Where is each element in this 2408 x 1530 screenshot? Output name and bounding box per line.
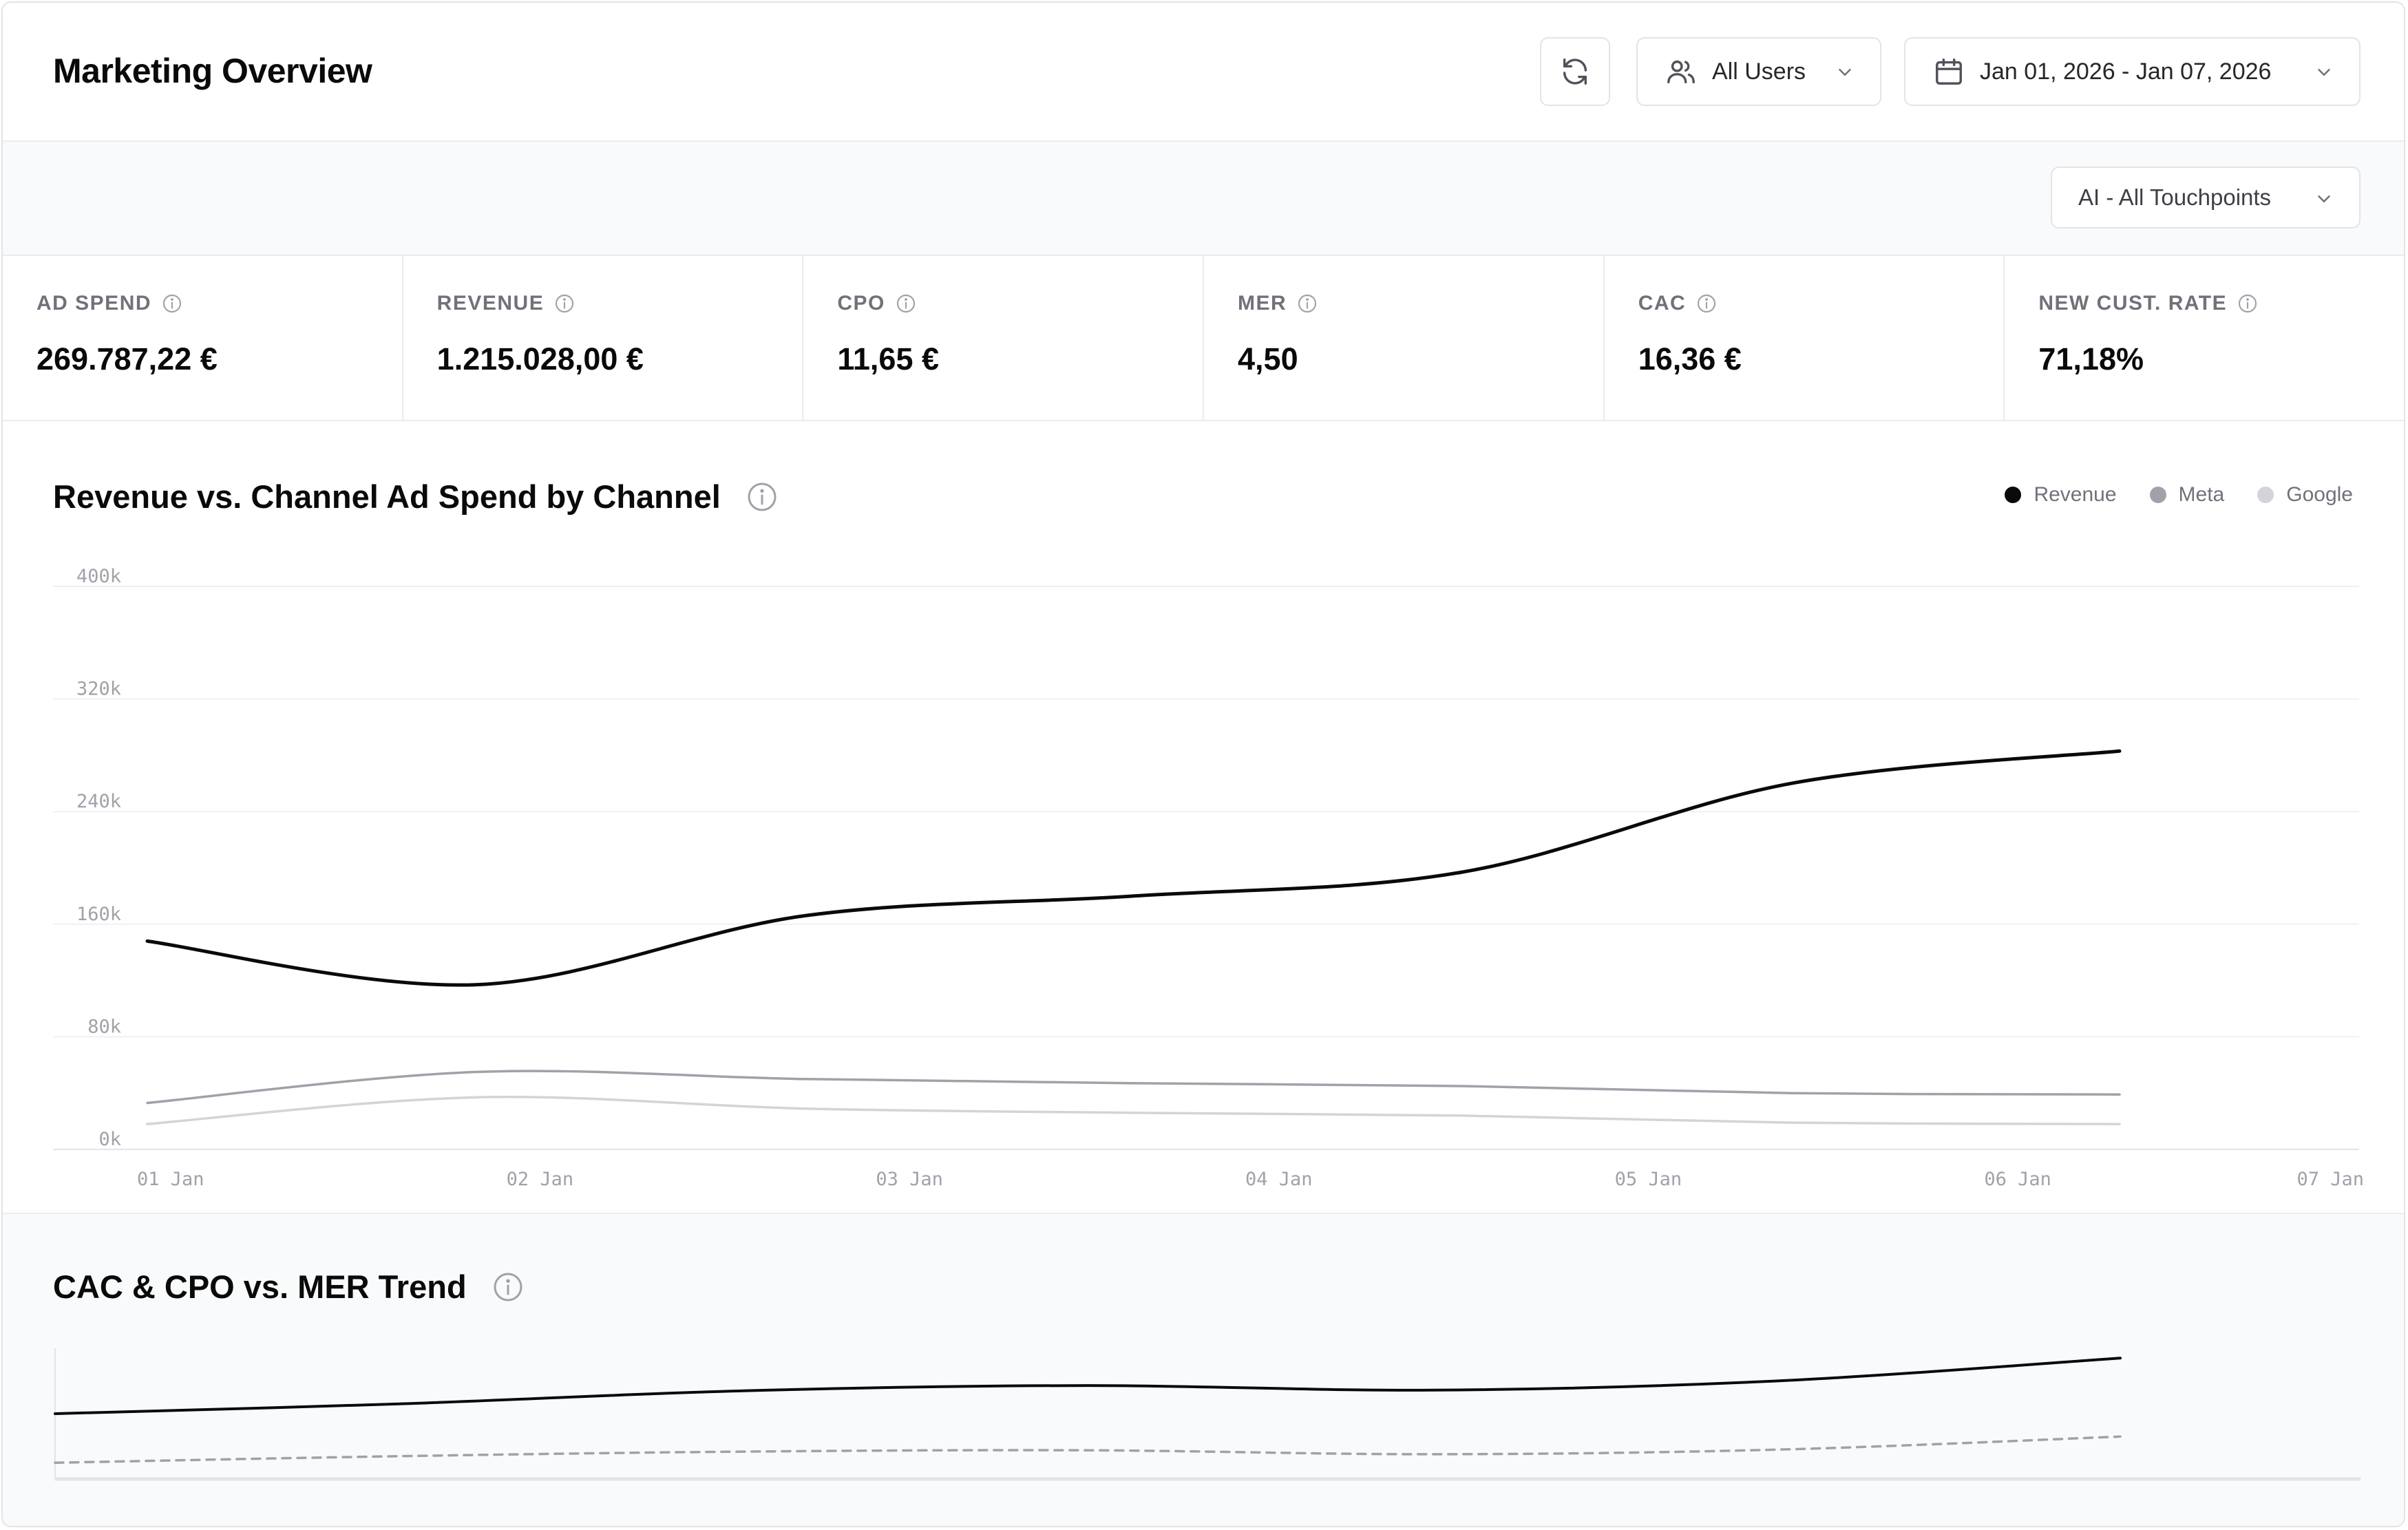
- info-icon[interactable]: [895, 293, 917, 315]
- chevron-down-icon: [1839, 69, 1851, 76]
- users-filter-dropdown[interactable]: All Users: [1636, 37, 1881, 106]
- header: Marketing Overview All Users Jan 01, 202…: [3, 3, 2404, 142]
- revenue-chart-section: 0k 80k 160k 240k 320k 400k 01 Jan 02 Jan 03 Jan 0…: [3, 421, 2404, 1214]
- legend-label: Revenue: [2034, 483, 2117, 506]
- info-icon[interactable]: [553, 293, 575, 315]
- kpi-card-new-cust-rate: NEW CUST. RATE 71,18%: [2005, 256, 2404, 420]
- legend-dot: [2149, 487, 2166, 503]
- section-title: CAC & CPO vs. MER Trend: [53, 1268, 467, 1305]
- kpi-label: NEW CUST. RATE: [2038, 292, 2228, 315]
- kpi-card-cpo: CPO 11,65 €: [803, 256, 1205, 420]
- y-tick-label: 320k: [76, 679, 121, 700]
- series-line-meta: [146, 1070, 2121, 1105]
- kpi-label: CPO: [837, 292, 885, 315]
- x-tick-label: 03 Jan: [876, 1169, 943, 1190]
- kpi-card-ad-spend: AD SPEND 269.787,22 €: [3, 256, 403, 420]
- legend-item-revenue[interactable]: Revenue: [2005, 483, 2117, 507]
- section-title: Revenue vs. Channel Ad Spend by Channel: [53, 478, 721, 515]
- trend-chart-section: CAC & CPO vs. MER Trend: [3, 1214, 2404, 1526]
- info-icon[interactable]: [1296, 293, 1318, 315]
- kpi-label: MER: [1238, 292, 1287, 315]
- legend-dot: [2257, 487, 2274, 503]
- legend-label: Google: [2286, 483, 2353, 506]
- refresh-button[interactable]: [1540, 37, 1610, 106]
- kpi-value: 16,36 €: [1638, 341, 1742, 376]
- trend-chart: [54, 1348, 2361, 1481]
- info-icon[interactable]: [1696, 293, 1718, 315]
- users-filter-label: All Users: [1712, 58, 1806, 85]
- filter-bar: AI - All Touchpoints: [3, 142, 2404, 256]
- kpi-value: 269.787,22 €: [36, 341, 218, 376]
- chevron-down-icon: [2318, 195, 2330, 203]
- legend-dot: [2005, 487, 2022, 503]
- kpi-label: AD SPEND: [36, 292, 152, 315]
- page-title: Marketing Overview: [53, 52, 372, 90]
- kpi-value: 71,18%: [2038, 341, 2144, 376]
- y-tick-label: 0k: [98, 1129, 121, 1150]
- legend-label: Meta: [2178, 483, 2225, 506]
- refresh-icon: [1563, 59, 1587, 85]
- kpi-label: CAC: [1638, 292, 1687, 315]
- x-tick-label: 01 Jan: [137, 1169, 204, 1190]
- touchpoints-dropdown[interactable]: AI - All Touchpoints: [2051, 167, 2361, 229]
- touchpoints-label: AI - All Touchpoints: [2078, 184, 2272, 210]
- x-tick-label: 07 Jan: [2296, 1169, 2364, 1190]
- x-tick-label: 05 Jan: [1615, 1169, 1682, 1190]
- chevron-down-icon: [2318, 69, 2330, 76]
- x-tick-label: 02 Jan: [507, 1169, 574, 1190]
- y-tick-label: 160k: [76, 904, 121, 925]
- kpi-value: 1.215.028,00 €: [436, 341, 644, 376]
- revenue-chart: 0k 80k 160k 240k 320k 400k 01 Jan 02 Jan 03 Jan 0…: [53, 566, 2364, 1190]
- date-range-picker[interactable]: Jan 01, 2026 - Jan 07, 2026: [1904, 37, 2361, 106]
- info-icon[interactable]: [746, 480, 779, 513]
- kpi-label: REVENUE: [436, 292, 545, 315]
- kpi-value: 4,50: [1238, 341, 1298, 376]
- legend-item-meta[interactable]: Meta: [2149, 483, 2225, 507]
- users-icon: [1667, 60, 1695, 84]
- y-tick-label: 400k: [76, 566, 121, 587]
- kpi-row: AD SPEND 269.787,22 € REVENUE 1.215.028,…: [3, 256, 2404, 421]
- kpi-card-cac: CAC 16,36 €: [1605, 256, 2005, 420]
- series-line-google: [146, 1096, 2121, 1125]
- legend-item-google[interactable]: Google: [2257, 483, 2353, 507]
- info-icon[interactable]: [2237, 293, 2259, 315]
- x-tick-label: 06 Jan: [1984, 1169, 2051, 1190]
- info-icon[interactable]: [492, 1271, 525, 1304]
- y-tick-label: 240k: [76, 791, 121, 812]
- y-tick-label: 80k: [87, 1016, 121, 1037]
- x-tick-label: 04 Jan: [1245, 1169, 1313, 1190]
- kpi-card-mer: MER 4,50: [1204, 256, 1605, 420]
- chart-legend: Revenue Meta Google: [1972, 483, 2353, 507]
- series-line-cpo: [54, 1435, 2122, 1464]
- series-line-cac: [54, 1357, 2122, 1415]
- calendar-icon: [1936, 59, 1962, 85]
- series-line-revenue: [145, 749, 2122, 987]
- kpi-card-revenue: REVENUE 1.215.028,00 €: [403, 256, 804, 420]
- info-icon[interactable]: [161, 293, 183, 315]
- kpi-value: 11,65 €: [837, 341, 939, 376]
- date-range-label: Jan 01, 2026 - Jan 07, 2026: [1980, 58, 2272, 85]
